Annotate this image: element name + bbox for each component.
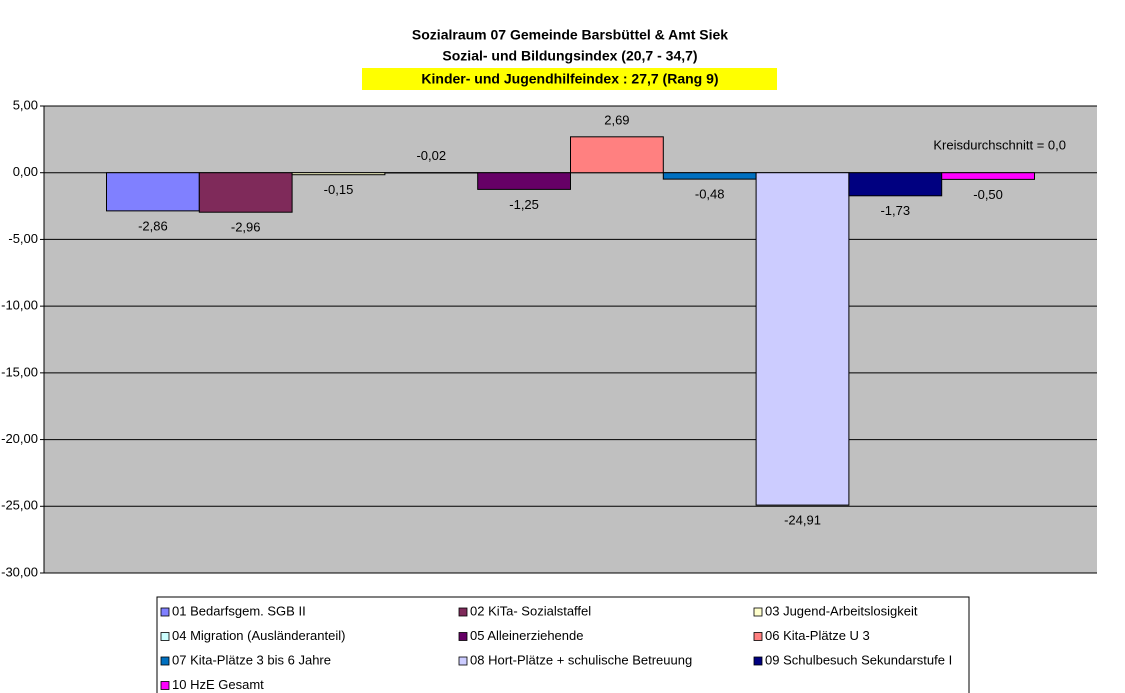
legend-swatch xyxy=(753,607,763,617)
legend-label: 10 HzE Gesamt xyxy=(172,677,264,692)
highlight-background xyxy=(362,68,777,90)
chart-title: Sozialraum 07 Gemeinde Barsbüttel & Amt … xyxy=(412,27,728,43)
legend-label: 06 Kita-Plätze U 3 xyxy=(765,628,870,643)
y-tick-label: -25,00 xyxy=(1,498,38,513)
legend-label: 01 Bedarfsgem. SGB II xyxy=(172,603,306,618)
bar xyxy=(477,172,572,190)
bar xyxy=(941,172,1036,180)
legend-label: 02 KiTa- Sozialstaffel xyxy=(470,603,591,618)
bar xyxy=(662,172,757,180)
data-label: -1,25 xyxy=(509,197,539,212)
y-tick-label: -15,00 xyxy=(1,364,38,379)
y-tick-label: -30,00 xyxy=(1,564,38,579)
legend-label: 05 Alleinerziehende xyxy=(470,628,583,643)
data-label: -0,02 xyxy=(416,148,446,163)
legend-swatch xyxy=(160,632,170,641)
data-label: -2,96 xyxy=(231,220,261,235)
legend-swatch xyxy=(753,632,763,641)
legend-swatch xyxy=(458,656,468,666)
bar xyxy=(198,172,293,213)
legend-label: 03 Jugend-Arbeitslosigkeit xyxy=(765,603,918,618)
bar xyxy=(570,136,664,174)
legend-label: 04 Migration (Ausländeranteil) xyxy=(172,628,345,643)
bar xyxy=(755,172,850,506)
y-tick-label: -5,00 xyxy=(8,231,38,246)
legend-swatch xyxy=(160,607,170,617)
data-label: -2,86 xyxy=(138,218,168,233)
bar xyxy=(848,172,943,197)
data-label: -0,50 xyxy=(973,187,1003,202)
legend-swatch xyxy=(753,656,763,666)
bar xyxy=(291,172,386,176)
legend-label: 07 Kita-Plätze 3 bis 6 Jahre xyxy=(172,652,331,667)
bar xyxy=(106,172,200,212)
data-label: -1,73 xyxy=(880,203,910,218)
data-label: 2,69 xyxy=(604,112,629,127)
legend-swatch xyxy=(160,656,170,666)
legend-label: 08 Hort-Plätze + schulische Betreuung xyxy=(470,652,692,667)
legend-swatch xyxy=(160,681,170,690)
annotation: Kreisdurchschnitt = 0,0 xyxy=(933,137,1066,152)
data-label: -0,48 xyxy=(695,187,725,202)
legend-swatch xyxy=(458,632,468,641)
y-tick-label: -20,00 xyxy=(1,431,38,446)
y-tick-label: -10,00 xyxy=(1,298,38,313)
data-label: -24,91 xyxy=(784,513,821,528)
y-tick-label: 0,00 xyxy=(13,164,38,179)
legend-box xyxy=(156,596,970,693)
data-label: -0,15 xyxy=(324,182,354,197)
legend-label: 09 Schulbesuch Sekundarstufe I xyxy=(765,652,952,667)
legend-swatch xyxy=(458,607,468,617)
highlight-text: Kinder- und Jugendhilfeindex : 27,7 (Ran… xyxy=(421,71,718,87)
y-tick-label: 5,00 xyxy=(13,97,38,112)
chart-subtitle: Sozial- und Bildungsindex (20,7 - 34,7) xyxy=(442,48,697,64)
